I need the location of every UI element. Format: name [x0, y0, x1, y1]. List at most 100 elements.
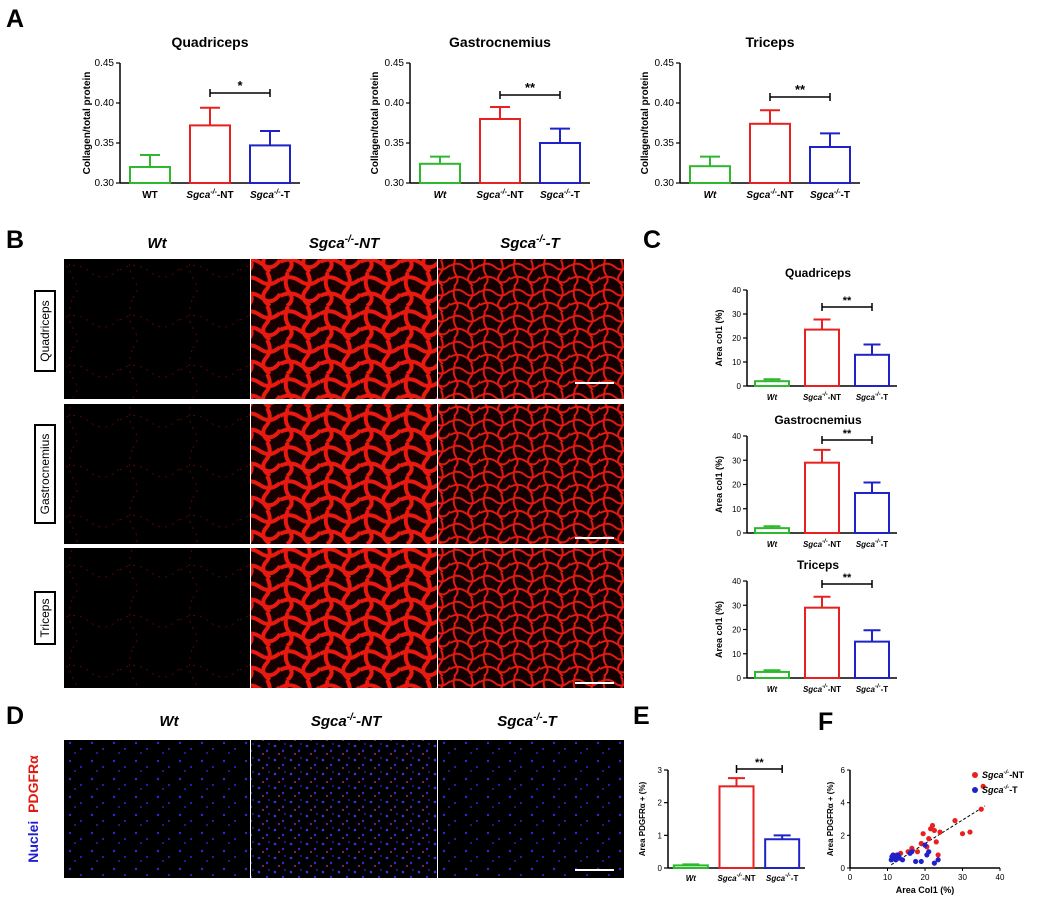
significance-label: **: [795, 82, 806, 97]
scatter-point-nt: [967, 829, 973, 835]
image-quadriceps-nt: [251, 259, 437, 399]
y-axis-label: Area col1 (%): [714, 601, 724, 658]
image-quadriceps-wt: [64, 259, 250, 399]
svg-text:Triceps: Triceps: [38, 599, 52, 638]
y-tick-label: 0: [737, 529, 742, 538]
stain-label: Nuclei PDGFRα: [25, 755, 41, 863]
panel-letter-f: F: [818, 708, 833, 736]
x-tick-label: 30: [958, 873, 967, 882]
svg-text:Quadriceps: Quadriceps: [38, 300, 52, 361]
panel-b-col-label-1: Sgca-/--NT: [309, 234, 381, 252]
scatter-point-nt: [978, 806, 984, 812]
bar-wt: [419, 162, 461, 185]
significance-label: **: [755, 757, 764, 769]
x-tick-label: Sgca-/--T: [540, 189, 580, 201]
image-gastrocnemius-t: [438, 404, 624, 544]
x-tick-label: Sgca-/--NT: [803, 392, 841, 402]
y-tick-label: 10: [732, 650, 741, 659]
chart-a-quadriceps: Quadriceps 0.30 0.35 0.40 0.45Collagen/total…: [82, 34, 300, 201]
chart-f-scatter: 0 2 4 6 0 10 20 30 40 Area Col1 (%) Area PDGFRα + …: [826, 766, 1025, 895]
y-axis-label: Collagen/total protein: [640, 72, 651, 175]
legend-label-nt: Sgca-/--NT: [982, 770, 1025, 780]
chart-a-gastrocnemius: Gastrocnemius 0.30 0.35 0.40 0.45 Collagen/to…: [370, 34, 590, 201]
panel-d-col-label-2: Sgca-/--T: [497, 712, 558, 730]
scatter-point-t: [935, 857, 941, 863]
x-tick-label: Sgca-/--T: [250, 189, 290, 201]
scatter-point-nt: [959, 831, 966, 837]
x-tick-label: Sgca-/--T: [856, 539, 888, 549]
scatter-point-nt: [935, 852, 941, 858]
x-tick-label: Wt: [767, 685, 778, 694]
x-tick-label: Wt: [434, 190, 447, 201]
bar-wt: [754, 380, 790, 388]
panel-b-col-label-2: Sgca-/--T: [500, 234, 561, 252]
y-tick-label: 0.40: [385, 98, 405, 109]
scatter-point-t: [931, 860, 937, 866]
chart-title: Quadriceps: [171, 34, 248, 50]
bar-wt: [754, 527, 790, 535]
scatter-point-nt: [926, 836, 932, 842]
panel-letter-e: E: [633, 702, 650, 730]
stain-label-nuclei: Nuclei: [25, 821, 41, 863]
chart-title: Quadriceps: [785, 266, 851, 280]
chart-c-triceps: Triceps 0 10 20 30 40 Area col1 (%) Wt Sgca-/--N…: [714, 558, 897, 694]
row-label-quadriceps: Quadriceps: [34, 290, 56, 372]
x-tick-label: Sgca-/--NT: [803, 539, 841, 549]
x-tick-label: Wt: [767, 540, 778, 549]
y-tick-label: 2: [841, 831, 846, 840]
y-tick-label: 0.40: [655, 98, 675, 109]
panel-b-col-label-0: Wt: [147, 235, 167, 252]
chart-c-quadriceps: Quadriceps 0 10 20 30 40 Area col1 (%) Wt Sgca-/…: [714, 266, 897, 402]
y-tick-label: 0.45: [385, 58, 405, 69]
x-tick-label: Sgca-/--NT: [717, 873, 755, 883]
x-tick-label: Sgca-/--NT: [186, 189, 233, 201]
scatter-point-t: [913, 858, 919, 865]
scatter-point-t: [899, 857, 906, 863]
y-tick-label: 0: [658, 864, 663, 873]
bar-nt: [479, 118, 521, 184]
chart-a-triceps: Triceps 0.30 0.35 0.40 0.45 Collagen/total pr…: [640, 34, 860, 201]
y-tick-label: 0.35: [385, 138, 405, 149]
y-tick-label: 0.30: [655, 178, 675, 189]
x-tick-label: Sgca-/--T: [856, 684, 888, 694]
y-tick-label: 20: [732, 334, 741, 343]
row-label-gastrocnemius: Gastrocnemius: [34, 424, 56, 524]
chart-e-pdgfra: 0 1 2 3 Area PDGFRα + (%) Wt Sgca-/--NT Sgca-/-…: [638, 757, 805, 883]
bar-t: [539, 142, 581, 184]
chart-title: Triceps: [797, 558, 839, 572]
scatter-point-nt: [914, 849, 921, 855]
bar-nt: [804, 461, 840, 534]
panel-letter-b: B: [6, 226, 24, 254]
x-tick-label: Sgca-/--NT: [476, 189, 523, 201]
x-tick-label: Wt: [767, 393, 778, 402]
y-tick-label: 0.35: [655, 138, 675, 149]
panel-letter-c: C: [643, 226, 661, 254]
x-tick-label: 40: [996, 873, 1005, 882]
y-axis-label: Collagen/total protein: [82, 72, 93, 175]
scatter-point-nt: [929, 822, 936, 829]
panel-b-micrographs: Wt Sgca-/--NT Sgca-/--T Quadriceps Gastr…: [34, 234, 624, 688]
row-label-triceps: Triceps: [34, 591, 56, 645]
y-axis-label: Collagen/total protein: [370, 72, 381, 175]
y-tick-label: 0: [737, 382, 742, 391]
x-axis-label: Area Col1 (%): [896, 885, 955, 895]
x-tick-label: Wt: [704, 190, 717, 201]
chart-title: Triceps: [745, 34, 794, 50]
y-tick-label: 1: [658, 831, 663, 840]
legend-marker-t: [972, 787, 978, 793]
y-tick-label: 0.40: [95, 98, 115, 109]
bar-t: [764, 838, 801, 870]
chart-title: Gastrocnemius: [774, 413, 862, 427]
bar-wt: [689, 165, 731, 184]
y-tick-label: 30: [732, 310, 741, 319]
x-tick-label: Sgca-/--NT: [803, 684, 841, 694]
image-triceps-nt: [251, 548, 437, 688]
y-tick-label: 30: [732, 456, 741, 465]
y-tick-label: 2: [658, 799, 663, 808]
y-tick-label: 3: [658, 766, 663, 775]
scatter-point-t: [926, 849, 932, 855]
bar-nt: [189, 124, 231, 184]
x-tick-label: 10: [883, 873, 892, 882]
x-tick-label: Sgca-/--T: [856, 392, 888, 402]
